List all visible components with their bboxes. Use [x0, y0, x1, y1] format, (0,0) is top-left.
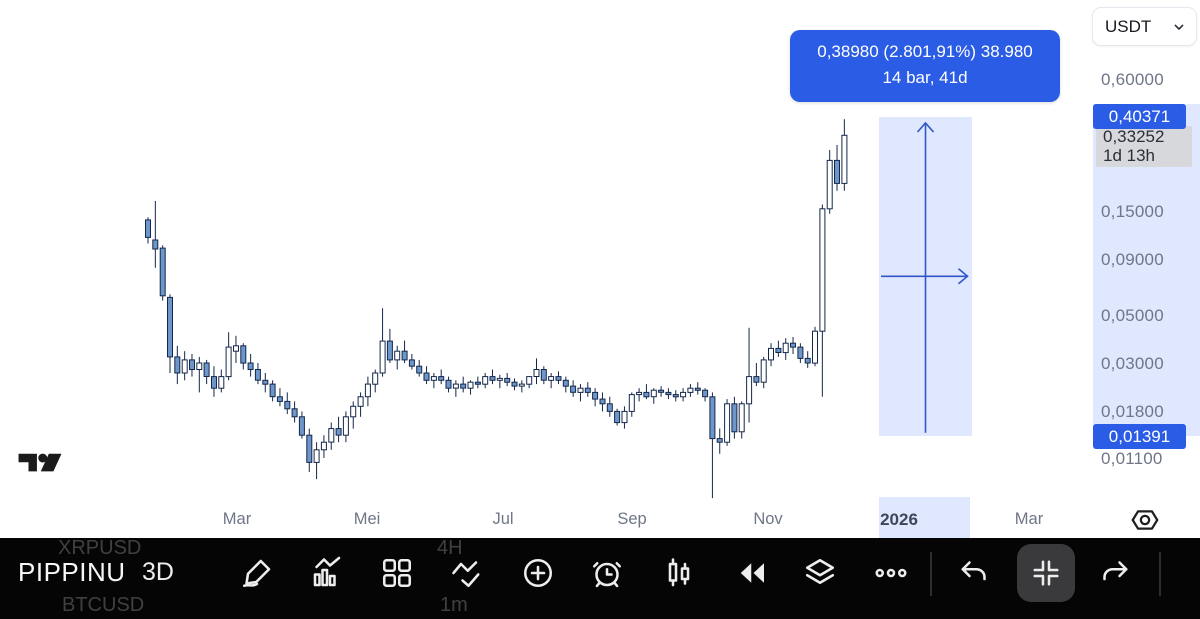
chart-settings-icon[interactable]	[1129, 504, 1161, 536]
redo-icon[interactable]	[1097, 555, 1133, 591]
time-tick-label: 2026	[880, 510, 918, 529]
quote-currency-select[interactable]: USDT	[1092, 7, 1197, 46]
measure-high-price-label: 0,40371	[1093, 104, 1186, 129]
alert-icon[interactable]	[589, 555, 625, 591]
price-tick-label: 0,15000	[1101, 202, 1164, 221]
bar-countdown: 1d 13h	[1103, 146, 1155, 165]
tradingview-logo-icon	[18, 453, 62, 472]
symbol-carousel-next[interactable]: BTCUSD	[62, 594, 144, 617]
price-tick-label: 0,60000	[1101, 70, 1164, 89]
price-tick-label: 0,05000	[1101, 306, 1164, 325]
bottom-toolbar: XRPUSD 4H PIPPINU 3D BTCUSD 1m	[0, 538, 1200, 619]
price-tick-label: 0,09000	[1101, 250, 1164, 269]
add-icon[interactable]	[520, 555, 556, 591]
replay-icon[interactable]	[734, 555, 770, 591]
last-price-value: 0,33252	[1103, 127, 1165, 146]
quote-currency-value: USDT	[1105, 16, 1152, 36]
measure-tooltip: 0,38980 (2.801,91%) 38.980 14 bar, 41d	[790, 30, 1060, 102]
time-tick-label: Mar	[222, 510, 252, 528]
undo-icon[interactable]	[956, 555, 992, 591]
price-tick-label: 0,01800	[1101, 402, 1164, 421]
prev-interval: 4H	[437, 538, 463, 559]
toolbar-divider	[1159, 552, 1161, 596]
indicators-icon[interactable]	[309, 555, 345, 591]
measure-bar-count: 14 bar, 41d	[882, 68, 968, 87]
price-axis[interactable]: 0,60000 0,15000 0,09000 0,05000 0,03000 0,018…	[1093, 0, 1200, 538]
time-tick-label: Mei	[353, 510, 381, 528]
next-symbol: BTCUSD	[62, 594, 145, 616]
active-tool-background	[1017, 544, 1075, 602]
time-tick-label: Sep	[617, 510, 647, 528]
object-tree-icon[interactable]	[802, 555, 838, 591]
chevron-down-icon	[1174, 24, 1184, 30]
symbol-carousel-prev[interactable]: XRPUSD	[58, 538, 141, 560]
patterns-icon[interactable]	[449, 555, 485, 591]
collapse-icon[interactable]	[1028, 555, 1064, 591]
time-tick-label: Jul	[492, 510, 514, 528]
measure-low-price-label: 0,01391	[1093, 424, 1186, 449]
next-interval: 1m	[440, 594, 468, 616]
time-axis-range-band	[879, 497, 970, 542]
time-tick-label: Nov	[753, 510, 783, 528]
time-tick-label: Mar	[1014, 510, 1044, 528]
price-tick-label: 0,03000	[1101, 354, 1164, 373]
more-icon[interactable]	[873, 555, 909, 591]
interval-carousel-prev[interactable]: 4H	[437, 538, 463, 560]
prev-symbol: XRPUSD	[58, 538, 142, 559]
price-tick-label: 0,01100	[1101, 449, 1163, 468]
toolbar-divider	[930, 552, 932, 596]
draw-icon[interactable]	[239, 555, 275, 591]
idea-icon[interactable]	[1194, 555, 1200, 591]
interval-carousel-current[interactable]: 3D	[142, 558, 174, 586]
symbol-carousel-current[interactable]: PIPPINU	[18, 557, 126, 587]
bar-style-icon[interactable]	[661, 555, 697, 591]
last-price-label: 0,33252 1d 13h	[1096, 126, 1192, 167]
measure-price-change: 0,38980 (2.801,91%) 38.980	[817, 42, 1033, 61]
layouts-icon[interactable]	[379, 555, 415, 591]
interval-carousel-next[interactable]: 1m	[440, 594, 468, 617]
